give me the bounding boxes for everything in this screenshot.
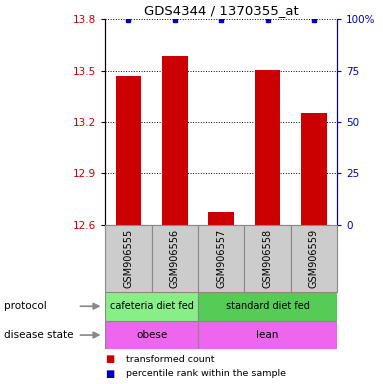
Text: percentile rank within the sample: percentile rank within the sample (126, 369, 286, 378)
Text: cafeteria diet fed: cafeteria diet fed (110, 301, 193, 311)
Text: GSM906556: GSM906556 (170, 229, 180, 288)
Text: transformed count: transformed count (126, 355, 215, 364)
Text: lean: lean (256, 330, 279, 340)
Text: obese: obese (136, 330, 167, 340)
Bar (198, 292, 337, 321)
Bar (105, 321, 198, 349)
Text: protocol: protocol (4, 301, 47, 311)
Bar (198, 321, 337, 349)
Bar (105, 225, 152, 292)
Text: disease state: disease state (4, 330, 73, 340)
Bar (105, 292, 198, 321)
Text: GSM906558: GSM906558 (262, 229, 273, 288)
Bar (162, 56, 188, 225)
Text: GSM906555: GSM906555 (123, 228, 134, 288)
Bar (301, 113, 327, 225)
Bar (208, 212, 234, 225)
Text: GSM906559: GSM906559 (309, 229, 319, 288)
Bar (116, 76, 141, 225)
Text: standard diet fed: standard diet fed (226, 301, 309, 311)
Text: ■: ■ (105, 369, 115, 379)
Bar (291, 225, 337, 292)
Bar (198, 225, 244, 292)
Text: GSM906557: GSM906557 (216, 228, 226, 288)
Bar (244, 225, 291, 292)
Text: ■: ■ (105, 354, 115, 364)
Title: GDS4344 / 1370355_at: GDS4344 / 1370355_at (144, 3, 299, 17)
Bar (152, 225, 198, 292)
Bar (255, 70, 280, 225)
